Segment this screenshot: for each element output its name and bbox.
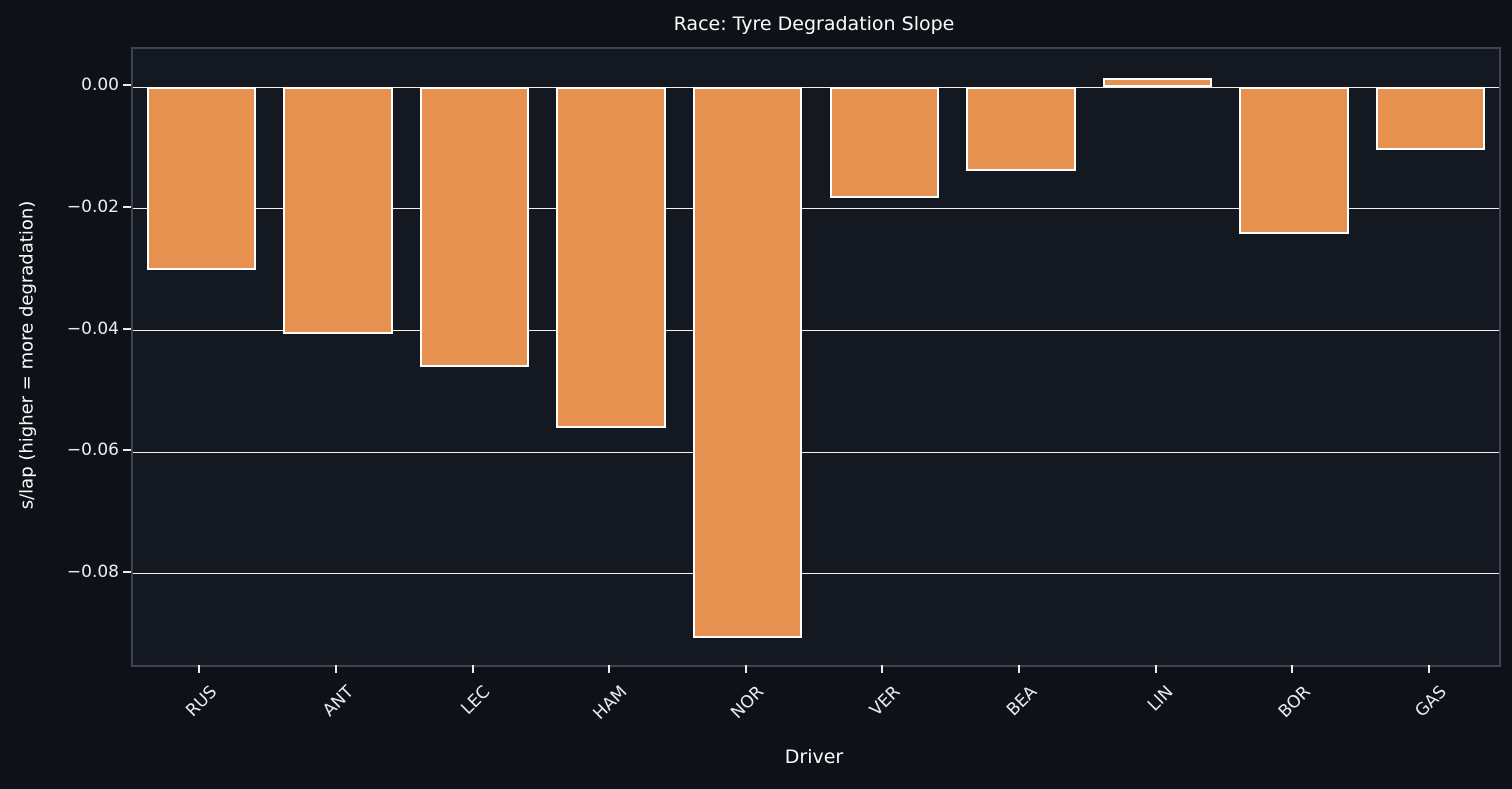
x-tick-mark bbox=[334, 665, 337, 673]
y-gridline bbox=[133, 573, 1499, 575]
x-tick-mark bbox=[744, 665, 747, 673]
y-tick-mark bbox=[123, 327, 131, 330]
x-tick-mark bbox=[471, 665, 474, 673]
y-tick-label: −0.08 bbox=[66, 561, 119, 582]
bar-ant bbox=[283, 87, 393, 335]
bar-rus bbox=[146, 87, 256, 270]
x-tick-label: LIN bbox=[1144, 682, 1178, 716]
y-tick-mark bbox=[123, 84, 131, 87]
x-tick-mark bbox=[608, 665, 611, 673]
bar-ver bbox=[829, 87, 939, 198]
bar-bea bbox=[966, 87, 1076, 171]
plot-area bbox=[131, 47, 1501, 667]
y-tick-label: 0.00 bbox=[81, 75, 119, 96]
y-gridline bbox=[133, 451, 1499, 453]
x-tick-mark bbox=[198, 665, 201, 673]
bar-lin bbox=[1102, 77, 1213, 88]
y-tick-label: −0.04 bbox=[66, 318, 119, 339]
y-tick-mark bbox=[123, 449, 131, 452]
y-tick-mark bbox=[123, 205, 131, 208]
y-gridline bbox=[133, 208, 1499, 210]
x-tick-label: BEA bbox=[1002, 682, 1042, 721]
y-tick-mark bbox=[123, 570, 131, 573]
x-tick-mark bbox=[1017, 665, 1020, 673]
y-gridline bbox=[133, 330, 1499, 332]
x-tick-label: NOR bbox=[726, 682, 768, 723]
x-tick-mark bbox=[881, 665, 884, 673]
bar-ham bbox=[556, 87, 666, 429]
x-tick-mark bbox=[1154, 665, 1157, 673]
x-tick-label: BOR bbox=[1274, 682, 1315, 722]
x-tick-label: GAS bbox=[1411, 682, 1451, 722]
bar-gas bbox=[1376, 87, 1486, 150]
bar-nor bbox=[693, 87, 803, 638]
x-axis-label: Driver bbox=[784, 746, 844, 768]
bar-lec bbox=[419, 87, 530, 368]
x-tick-label: RUS bbox=[182, 682, 222, 721]
y-tick-label: −0.02 bbox=[66, 196, 119, 217]
chart-title: Race: Tyre Degradation Slope bbox=[673, 13, 955, 35]
x-tick-label: VER bbox=[866, 682, 905, 721]
x-tick-mark bbox=[1427, 665, 1430, 673]
x-tick-label: HAM bbox=[589, 682, 632, 724]
x-tick-label: ANT bbox=[319, 682, 359, 721]
x-tick-mark bbox=[1291, 665, 1294, 673]
bar-bor bbox=[1239, 87, 1349, 235]
x-tick-label: LEC bbox=[457, 682, 495, 719]
y-tick-label: −0.06 bbox=[66, 440, 119, 461]
y-axis-label: s/lap (higher = more degradation) bbox=[16, 200, 38, 510]
y-gridline bbox=[133, 86, 1499, 88]
